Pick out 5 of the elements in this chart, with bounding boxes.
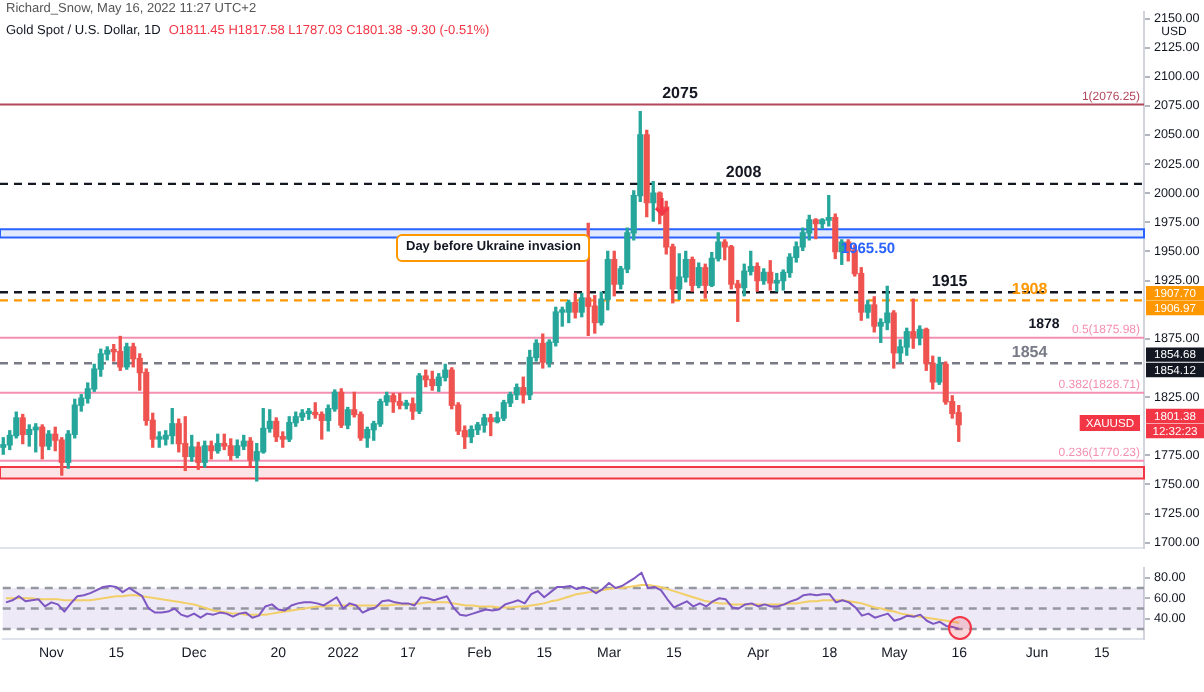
ref-line-label: 1908 (1011, 279, 1049, 298)
ref-line-label: 1854 (1011, 342, 1049, 361)
ref-line-label: 1915 (931, 271, 969, 290)
ref-line-label: 2008 (725, 163, 763, 182)
annotation: 2075 (662, 84, 699, 103)
